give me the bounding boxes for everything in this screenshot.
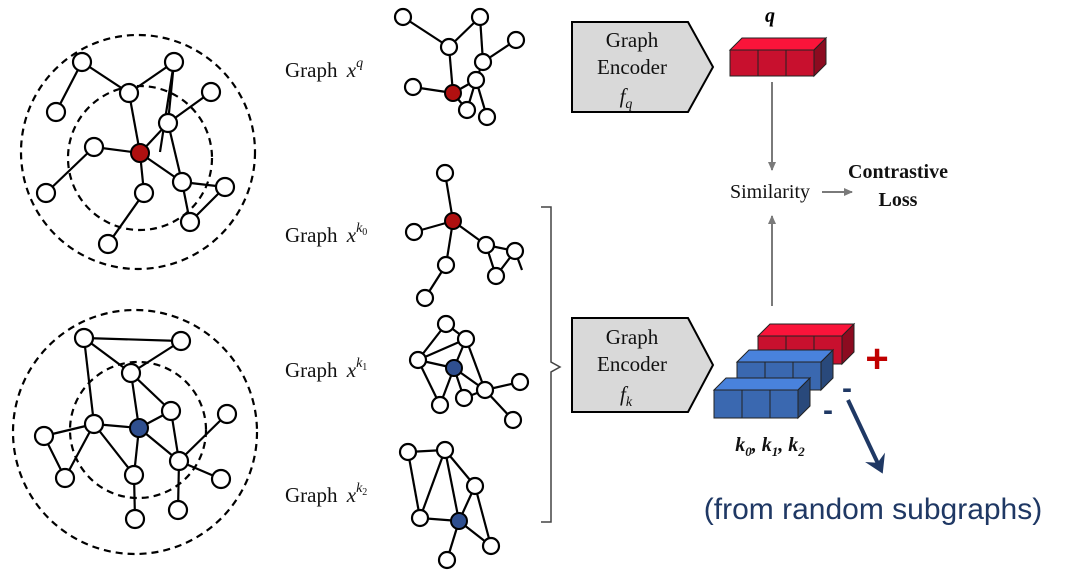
cube-cell bbox=[713, 389, 743, 419]
bottom-network-nodes bbox=[33, 327, 238, 530]
negatives-note: (from random subgraphs) bbox=[704, 493, 1042, 526]
outer-dashed-circle bbox=[11, 308, 259, 556]
graph-label-k0: Graph xk0 bbox=[285, 221, 367, 247]
query-label: q bbox=[765, 5, 775, 27]
bottom-ego-network bbox=[11, 308, 259, 556]
key-graphs-bracket bbox=[541, 206, 562, 523]
cube-top-face bbox=[712, 377, 812, 391]
positive-plus-sign: + bbox=[865, 337, 888, 381]
encoder-q-line2: Encoder bbox=[597, 55, 667, 79]
negative-minus-sign-2: - bbox=[823, 394, 833, 427]
query-cube bbox=[728, 36, 828, 78]
cube-cell bbox=[729, 49, 759, 77]
blue-anchor-node bbox=[129, 418, 149, 438]
query-embedding-cube bbox=[728, 36, 828, 78]
negatives-note-arrow bbox=[846, 399, 885, 474]
cube-top-face bbox=[756, 323, 856, 337]
cube-cell bbox=[741, 389, 771, 419]
subgraph-xq bbox=[393, 7, 526, 127]
top-ego-network bbox=[19, 33, 257, 271]
svg-text:Graph xk0: Graph xk0 bbox=[285, 221, 367, 247]
negative-minus-sign-1: - bbox=[842, 372, 852, 405]
encoder-k-line2: Encoder bbox=[597, 352, 667, 376]
encoder-q-line1: Graph bbox=[606, 28, 659, 52]
cube-cell bbox=[785, 49, 815, 77]
red-anchor-node bbox=[130, 143, 150, 163]
contrastive-label-line2: Loss bbox=[879, 189, 918, 211]
cube-top-face bbox=[735, 349, 835, 363]
subgraph-xk2 bbox=[398, 440, 501, 570]
graph-label-k2: Graph xk2 bbox=[285, 481, 367, 507]
graph-encoder-k[interactable]: Graph Encoder fk bbox=[571, 317, 715, 413]
contrastive-label-line1: Contrastive bbox=[848, 161, 948, 183]
inner-dashed-circle bbox=[68, 360, 208, 500]
keys-label: k0, k1, k2 bbox=[735, 434, 805, 459]
similarity-label: Similarity bbox=[730, 181, 810, 203]
top-network-nodes bbox=[35, 51, 236, 255]
subgraph-xk1 bbox=[408, 314, 530, 430]
key-cube-k2 bbox=[712, 376, 812, 420]
encoder-q-fn: fq bbox=[620, 84, 633, 112]
outer-dashed-circle bbox=[19, 33, 257, 271]
svg-text:Graph xk1: Graph xk1 bbox=[285, 356, 367, 382]
cube-top-face bbox=[728, 37, 828, 51]
encoder-k-fn: fk bbox=[620, 382, 633, 410]
encoder-k-line1: Graph bbox=[606, 325, 659, 349]
key-embedding-cubes bbox=[712, 322, 856, 420]
cube-cell bbox=[757, 49, 787, 77]
svg-text:Graph xk2: Graph xk2 bbox=[285, 481, 367, 507]
subgraph-xk0 bbox=[404, 163, 525, 308]
graph-label-k1: Graph xk1 bbox=[285, 356, 367, 382]
svg-text:Graph xq: Graph xq bbox=[285, 56, 363, 82]
graph-encoder-q[interactable]: Graph Encoder fq bbox=[571, 21, 715, 113]
graph-label-q: Graph xq bbox=[285, 56, 363, 82]
cube-cell bbox=[769, 389, 799, 419]
